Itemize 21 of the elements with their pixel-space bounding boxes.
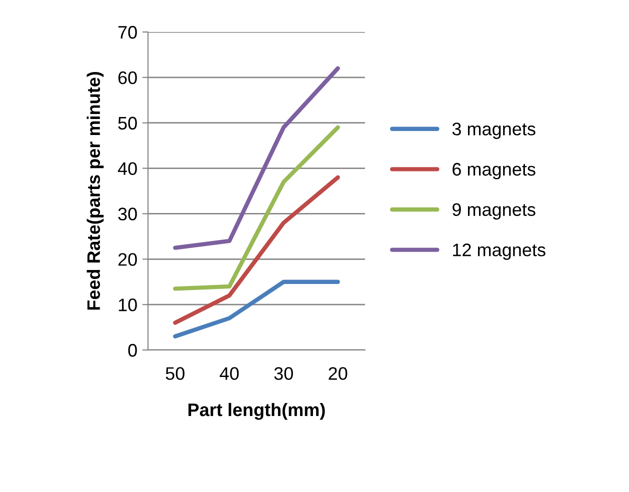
y-tick-label: 70 <box>118 26 137 39</box>
y-tick-label: 30 <box>118 208 137 220</box>
y-axis-title: Feed Rate(parts per minute) <box>86 72 104 310</box>
x-tick-label: 50 <box>166 367 184 380</box>
y-tick-label: 10 <box>118 298 137 312</box>
x-tick-label: 40 <box>220 367 239 380</box>
legend-label: 12 magnets <box>453 244 546 260</box>
legend-label: 3 magnets <box>452 122 536 139</box>
legend-label: 6 magnets <box>452 162 536 180</box>
legend-label: 9 magnets <box>452 203 536 220</box>
y-tick-label: 40 <box>118 162 137 176</box>
line-series <box>173 175 340 325</box>
y-tick-label: 20 <box>118 253 137 266</box>
line-series <box>173 125 340 291</box>
y-tick-label: 50 <box>118 116 137 130</box>
x-axis-title: Part length(mm) <box>188 402 325 420</box>
x-tick-label: 30 <box>274 367 293 380</box>
line-series <box>173 66 340 250</box>
x-tick-label: 20 <box>328 367 348 380</box>
y-tick-label: 0 <box>128 344 137 357</box>
y-tick-label: 60 <box>118 71 137 84</box>
